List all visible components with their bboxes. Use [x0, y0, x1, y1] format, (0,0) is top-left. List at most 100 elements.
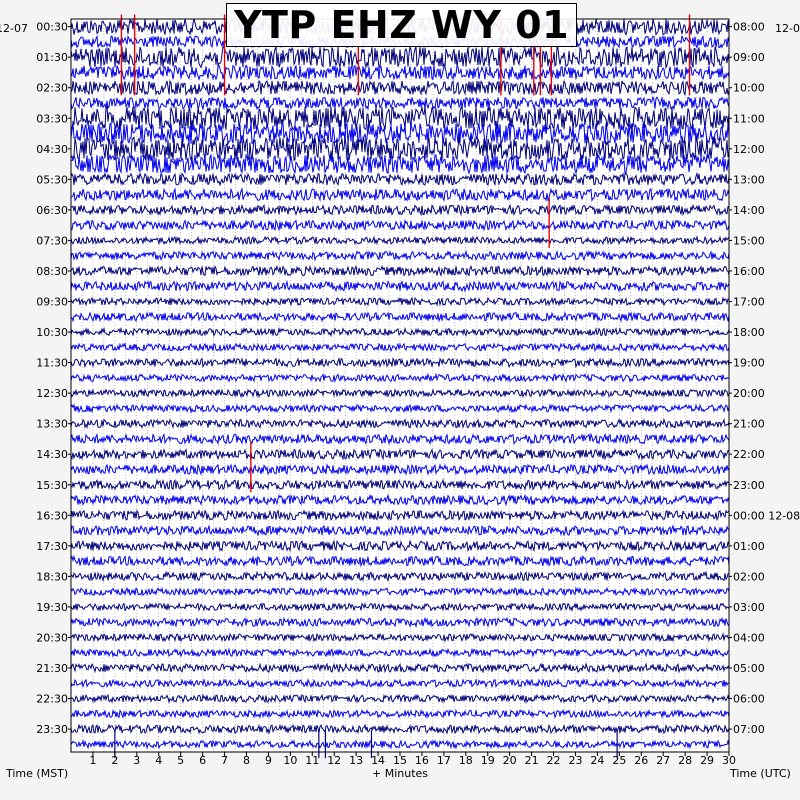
x-tick-label: 4 — [155, 754, 162, 767]
trace-row — [70, 432, 730, 446]
date-right: 12-0 — [775, 22, 800, 35]
trace-row — [70, 539, 730, 553]
left-tick-label: 13:30 — [36, 418, 68, 431]
right-tick-label: 12:00 — [733, 143, 765, 156]
right-tick-label: 22:00 — [733, 448, 765, 461]
right-tick-label: 16:00 — [733, 265, 765, 278]
right-tick-label: 04:00 — [733, 631, 765, 644]
trace-row — [70, 342, 730, 353]
left-axis-label: Time (MST) — [6, 767, 69, 780]
right-tick-label: 17:00 — [733, 296, 765, 309]
trace-row — [70, 662, 730, 674]
trace-row — [70, 372, 729, 383]
x-tick-label: 12 — [327, 754, 341, 767]
left-tick-label: 04:30 — [36, 143, 68, 156]
x-tick-label: 20 — [503, 754, 517, 767]
left-tick-label: 06:30 — [36, 204, 68, 217]
trace-row — [70, 388, 730, 399]
trace-row — [70, 586, 730, 597]
x-tick-label: 10 — [283, 754, 297, 767]
x-tick-label: 7 — [221, 754, 228, 767]
x-tick-label: 19 — [481, 754, 495, 767]
right-tick-label: 09:00 — [733, 51, 765, 64]
trace-row — [70, 171, 730, 187]
left-tick-label: 00:30 — [36, 21, 68, 34]
right-tick-label: 19:00 — [733, 357, 765, 370]
left-tick-label: 07:30 — [36, 234, 68, 247]
x-tick-label: 23 — [568, 754, 582, 767]
x-axis-label: + Minutes — [372, 767, 429, 780]
right-tick-label: 18:00 — [733, 326, 765, 339]
trace-row — [70, 357, 730, 369]
right-tick-label: 02:00 — [733, 570, 765, 583]
trace-row — [70, 723, 730, 735]
x-tick-label: 29 — [700, 754, 714, 767]
trace-row — [70, 693, 730, 704]
trace-row — [70, 463, 730, 476]
right-tick-label: 00:00 12-08 — [733, 509, 800, 522]
x-tick-label: 2 — [111, 754, 118, 767]
left-tick-label: 11:30 — [36, 357, 68, 370]
trace-row — [70, 678, 730, 689]
trace-row — [70, 235, 730, 246]
trace-row — [70, 570, 730, 583]
right-tick-label: 07:00 — [733, 723, 765, 736]
left-tick-label: 23:30 — [36, 723, 68, 736]
x-tick-label: 8 — [243, 754, 250, 767]
left-tick-label: 03:30 — [36, 112, 68, 125]
trace-row — [70, 632, 730, 643]
trace-row — [70, 524, 730, 537]
right-tick-label: 06:00 — [733, 693, 765, 706]
x-tick-label: 1 — [89, 754, 96, 767]
trace-row — [70, 105, 730, 131]
trace-row — [70, 447, 730, 461]
left-tick-label: 09:30 — [36, 296, 68, 309]
x-tick-label: 25 — [612, 754, 626, 767]
right-tick-label: 03:00 — [733, 601, 765, 614]
right-tick-label: 11:00 — [733, 112, 765, 125]
right-tick-label: 20:00 — [733, 387, 765, 400]
x-tick-label: 13 — [349, 754, 363, 767]
trace-row — [70, 508, 730, 522]
left-tick-label: 08:30 — [36, 265, 68, 278]
right-axis-label: Time (UTC) — [730, 767, 791, 780]
x-tick-label: 3 — [133, 754, 140, 767]
x-tick-label: 30 — [722, 754, 736, 767]
left-tick-label: 05:30 — [36, 173, 68, 186]
trace-row — [70, 122, 730, 146]
x-tick-label: 26 — [634, 754, 648, 767]
trace-row — [70, 64, 730, 81]
right-tick-label: 21:00 — [733, 418, 765, 431]
trace-row — [70, 296, 730, 307]
x-tick-label: 17 — [437, 754, 451, 767]
trace-row — [70, 493, 730, 507]
left-tick-label: 22:30 — [36, 693, 68, 706]
right-tick-label: 05:00 — [733, 662, 765, 675]
chart-title: YTP EHZ WY 01 — [226, 3, 577, 47]
x-tick-label: 6 — [199, 754, 206, 767]
trace-row — [70, 203, 730, 217]
right-tick-label: 10:00 — [733, 82, 765, 95]
x-tick-label: 18 — [459, 754, 473, 767]
right-tick-label: 14:00 — [733, 204, 765, 217]
x-tick-label: 15 — [393, 754, 407, 767]
trace-row — [70, 708, 730, 720]
trace-row — [70, 554, 730, 568]
trace-row — [70, 739, 730, 750]
x-tick-label: 11 — [305, 754, 319, 767]
trace-row — [70, 279, 730, 293]
left-tick-label: 21:30 — [36, 662, 68, 675]
left-tick-label: 02:30 — [36, 82, 68, 95]
trace-row — [70, 264, 730, 278]
trace-row — [70, 95, 730, 111]
right-tick-label: 08:00 — [733, 21, 765, 34]
x-tick-label: 16 — [415, 754, 429, 767]
x-tick-label: 14 — [371, 754, 385, 767]
left-tick-label: 17:30 — [36, 540, 68, 553]
trace-row — [70, 153, 730, 175]
right-tick-label: 13:00 — [733, 173, 765, 186]
trace-row — [70, 249, 730, 262]
x-tick-label: 22 — [547, 754, 561, 767]
date-left: 12-07 — [0, 22, 28, 35]
x-tick-label: 27 — [656, 754, 670, 767]
